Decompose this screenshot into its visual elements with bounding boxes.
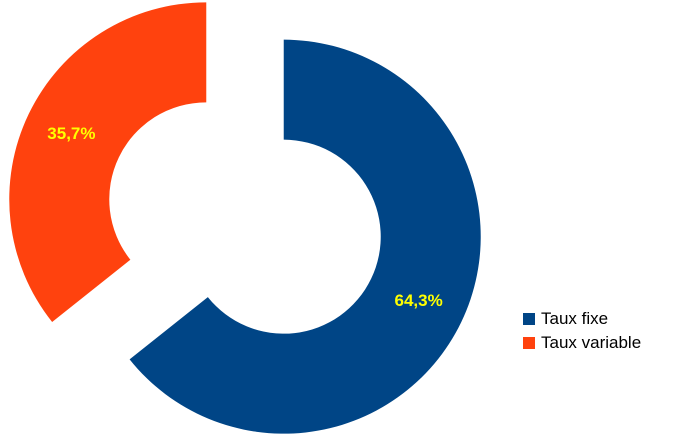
legend-label-taux-variable: Taux variable — [541, 333, 642, 352]
slice-taux-fixe — [129, 39, 481, 434]
slice-taux-variable — [9, 2, 207, 323]
legend-item-taux-variable: Taux variable — [523, 331, 641, 355]
slice-label-taux-fixe: 64,3% — [394, 291, 442, 310]
legend-swatch-taux-variable — [523, 337, 535, 349]
legend-swatch-taux-fixe — [523, 313, 535, 325]
slice-label-taux-variable: 35,7% — [47, 124, 95, 143]
legend: Taux fixe Taux variable — [523, 307, 641, 355]
legend-item-taux-fixe: Taux fixe — [523, 307, 641, 331]
legend-label-taux-fixe: Taux fixe — [541, 309, 609, 328]
